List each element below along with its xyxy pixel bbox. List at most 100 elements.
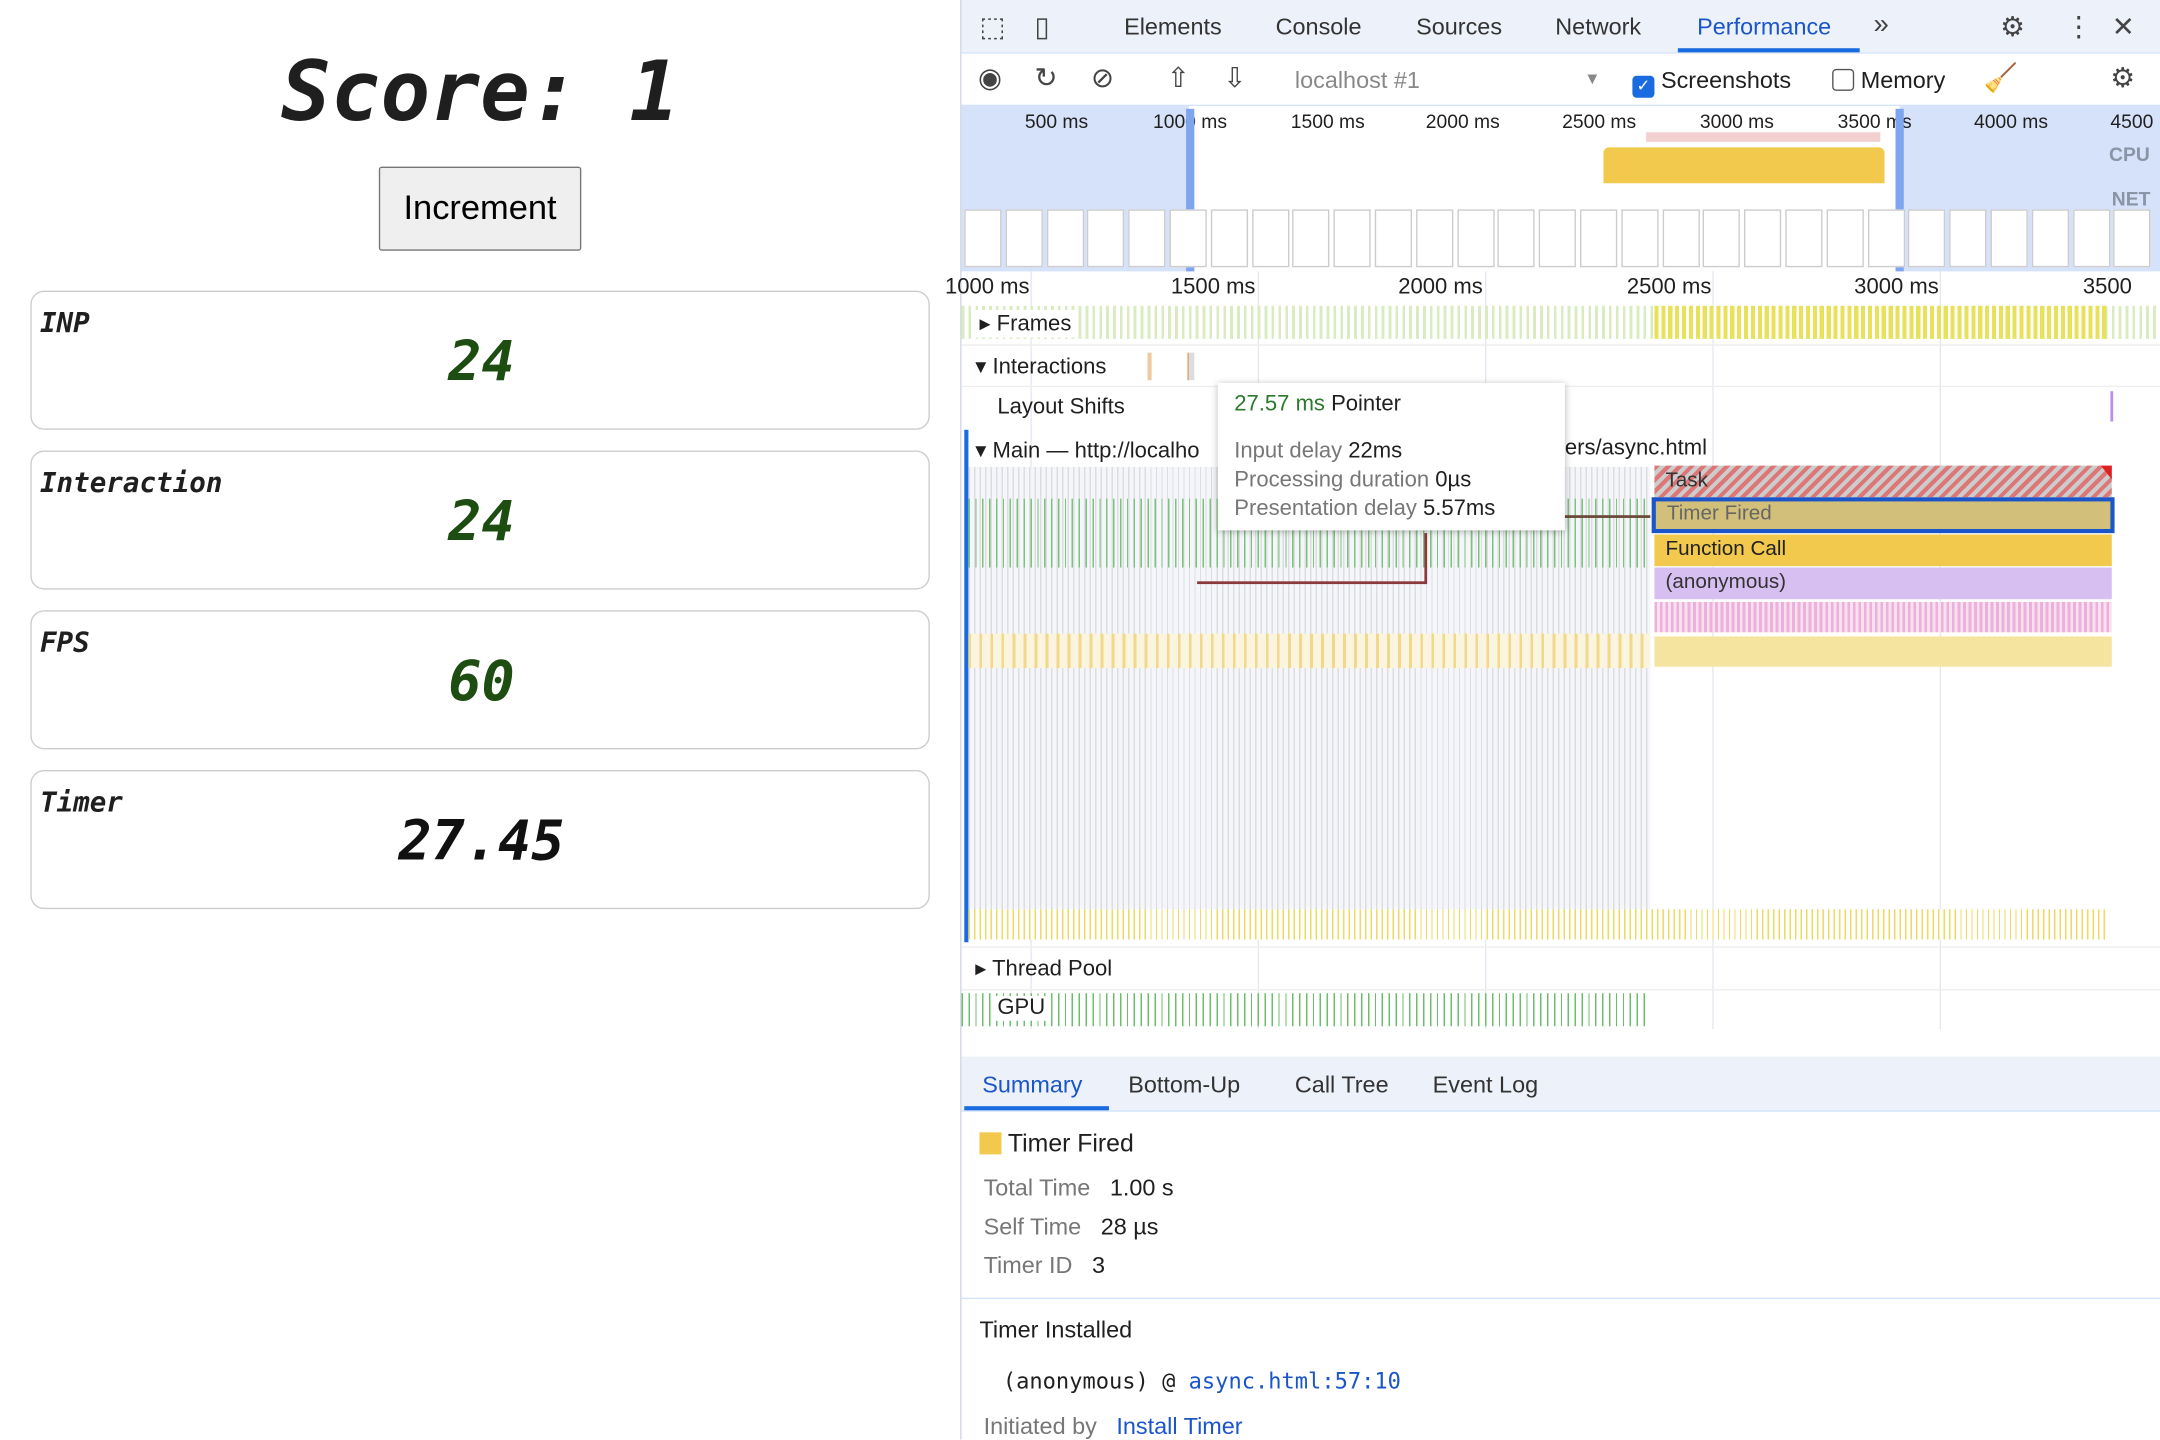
screenshot-thumbnail[interactable] xyxy=(1128,209,1166,268)
fps-card: FPS 60 xyxy=(30,610,930,750)
checkmark-icon: ✓ xyxy=(1632,75,1655,98)
chevron-down-icon[interactable]: ▼ xyxy=(1584,68,1601,89)
interactions-track-label[interactable]: ▾ Interactions xyxy=(975,355,1107,379)
more-tabs-icon[interactable]: » xyxy=(1873,9,1889,40)
devtools-tab-bar: ⬚ ▯ Elements Console Sources Network Per… xyxy=(961,0,2160,54)
tooltip-label: Input delay xyxy=(1234,439,1343,463)
tab-bottom-up[interactable]: Bottom-Up xyxy=(1128,1071,1241,1098)
increment-button[interactable]: Increment xyxy=(378,166,582,251)
target-select[interactable]: localhost #1 xyxy=(1294,67,1420,94)
screenshot-thumbnail[interactable] xyxy=(1538,209,1577,268)
tab-console[interactable]: Console xyxy=(1275,13,1362,40)
flame-function-call[interactable]: Function Call xyxy=(1654,534,2112,567)
gpu-track[interactable]: GPU xyxy=(961,989,2160,1028)
tab-elements[interactable]: Elements xyxy=(1124,13,1222,40)
screenshot-thumbnail[interactable] xyxy=(1292,209,1330,268)
card-value: 24 xyxy=(448,330,515,394)
screenshot-thumbnail[interactable] xyxy=(1990,209,2028,268)
screenshot-thumbnail[interactable] xyxy=(1005,209,1043,268)
interaction-marker[interactable] xyxy=(1147,352,1152,381)
initiator-link[interactable]: Install Timer xyxy=(1116,1413,1243,1440)
event-color-swatch xyxy=(979,1132,1002,1155)
timeline-overview[interactable]: 500 ms 1000 ms 1500 ms 2000 ms 2500 ms 3… xyxy=(961,106,2160,272)
main-thread-track[interactable]: ▾ Main — http://localho ers/async.html T… xyxy=(962,430,2160,944)
close-icon[interactable]: ✕ xyxy=(2111,12,2135,43)
thread-pool-track[interactable]: ▸ Thread Pool xyxy=(961,946,2160,987)
stack-frame-fn: (anonymous) @ xyxy=(1002,1367,1189,1395)
tab-performance[interactable]: Performance xyxy=(1697,13,1832,40)
flame-task[interactable]: Task xyxy=(1654,465,2112,498)
flame-anonymous[interactable]: (anonymous) xyxy=(1654,567,2112,600)
device-toolbar-icon[interactable]: ▯ xyxy=(1034,12,1050,43)
settings-gear-icon[interactable]: ⚙ xyxy=(2000,12,2025,43)
screenshot-thumbnail[interactable] xyxy=(1374,209,1412,268)
timer-id-label: Timer ID xyxy=(983,1252,1073,1279)
screenshot-thumbnail[interactable] xyxy=(1826,209,1864,268)
memory-checkbox[interactable]: Memory xyxy=(1832,67,1945,95)
total-time-label: Total Time xyxy=(983,1175,1091,1202)
screenshot-thumbnail[interactable] xyxy=(1744,209,1782,268)
screenshot-thumbnail[interactable] xyxy=(964,209,1002,268)
flow-line xyxy=(1197,581,1426,585)
screenshot-thumbnail[interactable] xyxy=(1580,209,1618,268)
screenshot-thumbnail[interactable] xyxy=(1703,209,1741,268)
screenshot-thumbnail[interactable] xyxy=(1908,209,1946,268)
overview-tick: 4500 xyxy=(2110,110,2154,133)
layout-shifts-label[interactable]: Layout Shifts xyxy=(997,395,1125,419)
layout-shift-marker[interactable] xyxy=(2110,391,2114,422)
inspect-element-icon[interactable]: ⬚ xyxy=(979,12,1006,43)
source-link[interactable]: async.html:57:10 xyxy=(1188,1367,1401,1395)
overview-tick: 2500 ms xyxy=(1562,110,1637,133)
overview-tick: 1500 ms xyxy=(1290,110,1365,133)
thread-pool-label: Thread Pool xyxy=(992,957,1113,981)
main-track-label[interactable]: ▾ Main — http://localho xyxy=(975,439,1200,463)
frames-track-label[interactable]: ▸ Frames xyxy=(975,309,1076,338)
download-icon[interactable]: ⇩ xyxy=(1223,63,1247,94)
screenshot-thumbnail[interactable] xyxy=(1621,209,1659,268)
right-range-handle[interactable] xyxy=(1895,108,1904,272)
card-value: 24 xyxy=(448,490,515,554)
screenshot-thumbnail[interactable] xyxy=(1046,209,1084,268)
flame-timer-fired[interactable]: Timer Fired xyxy=(1651,497,2115,534)
screenshot-thumbnail[interactable] xyxy=(1251,209,1289,268)
more-options-icon[interactable]: ⋮ xyxy=(2064,12,2093,43)
upload-icon[interactable]: ⇧ xyxy=(1166,63,1190,94)
screenshot-thumbnail[interactable] xyxy=(2031,209,2069,268)
screenshot-thumbnail[interactable] xyxy=(1333,209,1371,268)
thread-pool-label-wrap[interactable]: ▸ Thread Pool xyxy=(975,957,1113,981)
interaction-marker[interactable] xyxy=(1187,352,1195,381)
screenshot-thumbnail[interactable] xyxy=(1497,209,1536,268)
tab-summary[interactable]: Summary xyxy=(982,1071,1083,1098)
interactions-label: Interactions xyxy=(992,355,1107,379)
record-icon[interactable]: ◉ xyxy=(978,63,1003,94)
tab-network[interactable]: Network xyxy=(1555,13,1642,40)
card-label: INP xyxy=(39,305,90,339)
frames-track[interactable]: ▸ Frames xyxy=(961,305,2160,339)
tab-event-log[interactable]: Event Log xyxy=(1432,1071,1539,1098)
tooltip-value: 22ms xyxy=(1348,439,1403,463)
screenshot-thumbnail[interactable] xyxy=(1662,209,1700,268)
tab-sources[interactable]: Sources xyxy=(1416,13,1503,40)
screenshot-thumbnail[interactable] xyxy=(2072,209,2110,268)
screenshot-thumbnail[interactable] xyxy=(1949,209,1987,268)
ruler-tick: 2000 ms xyxy=(1398,275,1483,299)
screenshot-thumbnail[interactable] xyxy=(1210,209,1248,268)
card-label: Interaction xyxy=(39,465,223,499)
web-page: Score: 1 Increment INP 24 Interaction 24 F… xyxy=(0,0,961,1440)
screenshot-thumbnail[interactable] xyxy=(1415,209,1454,268)
clear-icon[interactable]: ⊘ xyxy=(1091,63,1115,94)
screenshot-thumbnail[interactable] xyxy=(1867,209,1905,268)
reload-record-icon[interactable]: ↻ xyxy=(1034,63,1058,94)
screenshot-thumbnail[interactable] xyxy=(1169,209,1207,268)
overview-tick: 500 ms xyxy=(1024,110,1089,133)
screenshots-checkbox[interactable]: ✓ Screenshots xyxy=(1632,67,1791,98)
interactions-track: ▾ Interactions xyxy=(961,344,2160,383)
garbage-collect-broom-icon[interactable]: 🧹 xyxy=(1983,63,2018,94)
screenshot-thumbnail[interactable] xyxy=(2113,209,2151,268)
screenshot-thumbnail[interactable] xyxy=(1785,209,1823,268)
screenshot-thumbnail[interactable] xyxy=(1087,209,1125,268)
screenshot-thumbnail[interactable] xyxy=(1456,209,1495,268)
capture-settings-icon[interactable]: ⚙ xyxy=(2110,63,2136,94)
left-range-handle[interactable] xyxy=(1186,108,1195,272)
tab-call-tree[interactable]: Call Tree xyxy=(1294,1071,1389,1098)
